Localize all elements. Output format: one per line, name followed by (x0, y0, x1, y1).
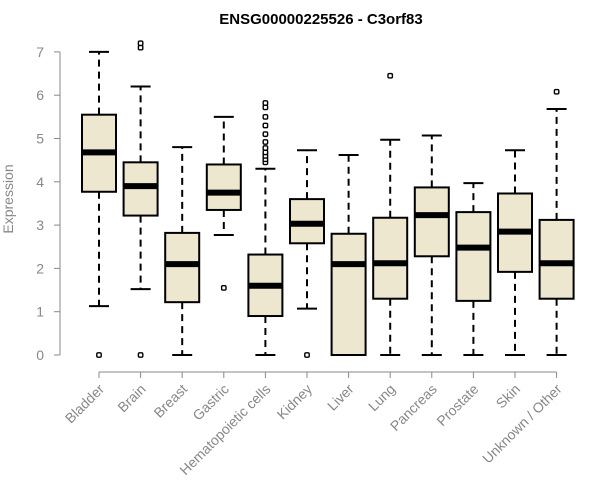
box-iqr (413, 186, 450, 258)
outlier-point (304, 352, 310, 358)
x-tick-label: Kidney (274, 381, 316, 423)
y-tick-label: 2 (36, 260, 44, 276)
box-iqr (205, 163, 242, 211)
outlier-point (262, 122, 269, 129)
box-group (122, 40, 159, 358)
outlier-point (96, 352, 102, 358)
box-group (372, 72, 409, 356)
box-group (330, 153, 367, 356)
box-iqr (164, 231, 201, 304)
box-iqr (455, 211, 492, 302)
outlier-point (137, 40, 144, 47)
y-tick-label: 4 (36, 174, 44, 190)
x-tick-label: Skin (493, 381, 524, 412)
outlier-point (137, 352, 144, 358)
box-group (81, 50, 117, 358)
box-iqr (330, 232, 367, 356)
box-group (413, 134, 450, 356)
box-iqr (372, 216, 409, 300)
x-tick-label: Bladder (62, 381, 108, 427)
outlier-point (262, 145, 269, 151)
outlier-point (262, 131, 269, 138)
box-group (164, 146, 201, 356)
y-axis: 0 1 2 3 4 5 6 7 (36, 44, 61, 363)
box-iqr (538, 218, 575, 300)
box-group (247, 100, 284, 356)
outlier-point (220, 284, 227, 291)
box-group (497, 149, 533, 356)
y-axis-label: Expression (0, 164, 16, 233)
outlier-point (262, 139, 269, 145)
y-tick-label: 6 (36, 87, 44, 103)
chart-title: ENSG00000225526 - C3orf83 (219, 11, 422, 28)
outlier-point (262, 113, 269, 120)
box-group (289, 149, 325, 358)
y-tick-label: 3 (36, 217, 44, 233)
plot-area (81, 40, 575, 358)
y-tick-label: 0 (36, 347, 44, 363)
outlier-point (553, 88, 560, 95)
x-tick-label: Brain (114, 381, 148, 415)
box-group (205, 115, 242, 291)
outlier-point (387, 72, 394, 79)
box-group (538, 88, 575, 356)
x-tick-label: Lung (365, 381, 398, 414)
x-tick-label: Breast (150, 381, 190, 421)
x-tick-label: Liver (324, 381, 357, 414)
box-group (455, 182, 492, 356)
outlier-point (262, 100, 269, 106)
y-tick-label: 1 (36, 304, 44, 320)
x-tick-label: Prostate (433, 381, 481, 429)
y-tick-label: 5 (36, 131, 44, 147)
x-tick-label: Unknown / Other (479, 381, 565, 467)
y-tick-label: 7 (36, 44, 44, 60)
